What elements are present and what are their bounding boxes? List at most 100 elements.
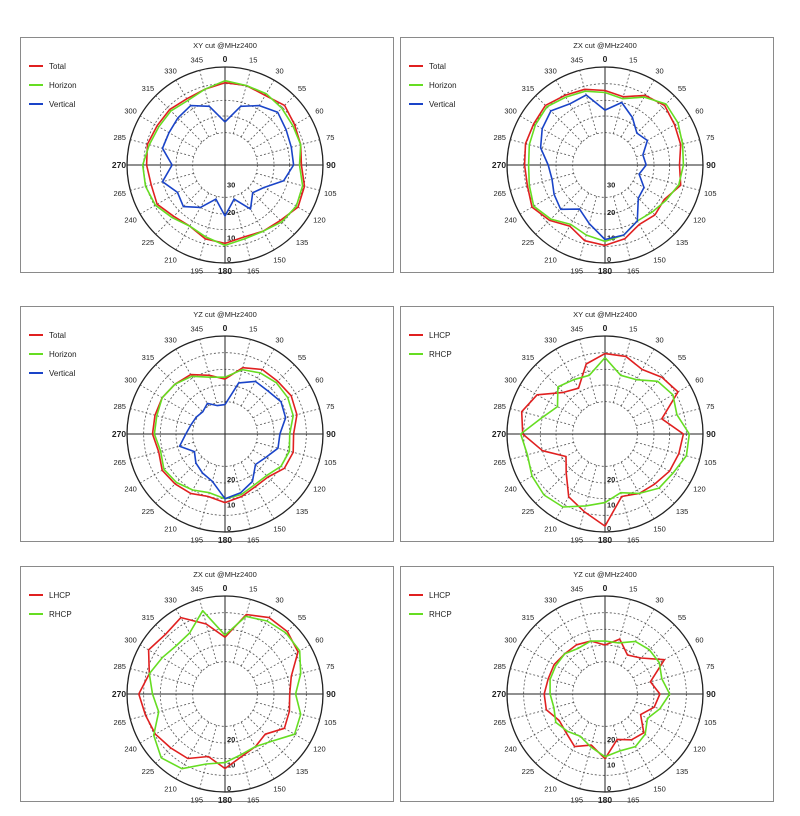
grid-spoke bbox=[256, 701, 320, 720]
angle-label: 265 bbox=[113, 718, 126, 727]
angle-label: 15 bbox=[249, 325, 257, 334]
angle-label: 165 bbox=[627, 266, 640, 274]
legend-label: Vertical bbox=[49, 100, 75, 109]
grid-spoke bbox=[240, 721, 275, 780]
ring-label: 0 bbox=[607, 784, 611, 793]
angle-label: 225 bbox=[142, 238, 155, 247]
series-line-horizon bbox=[141, 79, 304, 247]
series-line-total bbox=[145, 81, 306, 245]
ring-label: 10 bbox=[227, 234, 235, 243]
chart-panel-5: ZX cut @MHz2400 0 15 30 55 60 75 90 105 120 135 150… bbox=[20, 566, 394, 803]
angle-label: 225 bbox=[522, 238, 535, 247]
angle-label: 30 bbox=[275, 67, 283, 76]
grid-spoke bbox=[155, 624, 203, 672]
angle-label: 75 bbox=[326, 662, 334, 671]
angle-label: 75 bbox=[706, 133, 714, 142]
angle-label: 195 bbox=[191, 795, 204, 803]
angle-label: 315 bbox=[522, 84, 535, 93]
angle-label: 330 bbox=[544, 336, 557, 345]
chart-title: ZX cut @MHz2400 bbox=[573, 41, 636, 50]
angle-label: 90 bbox=[326, 689, 336, 699]
angle-label: 165 bbox=[247, 266, 260, 274]
grid-spoke bbox=[510, 668, 574, 687]
angle-label: 270 bbox=[112, 160, 126, 170]
grid-spoke bbox=[155, 95, 203, 143]
angle-label: 285 bbox=[493, 662, 506, 671]
grid-spoke bbox=[579, 725, 598, 789]
grid-spoke bbox=[247, 624, 295, 672]
angle-label: 180 bbox=[218, 535, 232, 543]
angle-label: 120 bbox=[313, 485, 326, 494]
angle-label: 225 bbox=[142, 507, 155, 516]
angle-label: 0 bbox=[223, 54, 228, 64]
grid-spoke bbox=[175, 79, 210, 138]
angle-label: 90 bbox=[706, 160, 716, 170]
angle-label: 345 bbox=[571, 56, 584, 65]
grid-spoke bbox=[555, 461, 590, 520]
angle-label: 330 bbox=[164, 67, 177, 76]
series-line-total bbox=[523, 88, 682, 247]
angle-label: 195 bbox=[191, 535, 204, 543]
grid-spoke bbox=[130, 408, 194, 427]
angle-label: 180 bbox=[598, 535, 612, 543]
series-line-lhcp bbox=[520, 352, 685, 527]
series-line-vertical bbox=[178, 380, 287, 500]
ring-label: 10 bbox=[227, 761, 235, 770]
grid-spoke bbox=[519, 384, 578, 419]
angle-label: 55 bbox=[678, 353, 686, 362]
grid-spoke bbox=[240, 461, 275, 520]
angle-label: 135 bbox=[676, 767, 689, 776]
angle-label: 240 bbox=[124, 216, 137, 225]
angle-label: 270 bbox=[492, 429, 506, 439]
angle-label: 0 bbox=[223, 323, 228, 333]
series-line-rhcp bbox=[519, 357, 691, 508]
angle-label: 270 bbox=[492, 689, 506, 699]
angle-label: 210 bbox=[544, 255, 557, 264]
angle-label: 150 bbox=[653, 524, 666, 533]
grid-spoke bbox=[627, 187, 675, 235]
grid-spoke bbox=[139, 644, 198, 679]
grid-spoke bbox=[175, 721, 210, 780]
chart-panel-1: XY cut @MHz2400 0 15 30 55 60 75 90 105 120 135 150… bbox=[20, 37, 394, 274]
angle-label: 30 bbox=[655, 336, 663, 345]
angle-label: 195 bbox=[571, 795, 584, 803]
grid-spoke bbox=[636, 441, 700, 460]
angle-label: 240 bbox=[124, 485, 137, 494]
angle-label: 285 bbox=[113, 133, 126, 142]
legend-label: LHCP bbox=[49, 591, 70, 600]
legend-label: LHCP bbox=[429, 331, 450, 340]
grid-spoke bbox=[620, 608, 655, 667]
ring-label: 20 bbox=[607, 735, 615, 744]
grid-spoke bbox=[632, 644, 691, 679]
grid-spoke bbox=[139, 449, 198, 484]
grid-spoke bbox=[252, 644, 311, 679]
chart-title: YZ cut @MHz2400 bbox=[193, 310, 256, 319]
angle-label: 0 bbox=[223, 583, 228, 593]
angle-label: 270 bbox=[492, 160, 506, 170]
grid-spoke bbox=[632, 384, 691, 419]
grid-spoke bbox=[199, 339, 218, 403]
grid-spoke bbox=[535, 364, 583, 412]
angle-label: 195 bbox=[191, 266, 204, 274]
angle-label: 15 bbox=[249, 585, 257, 594]
grid-spoke bbox=[510, 139, 574, 158]
grid-spoke bbox=[620, 721, 655, 780]
angle-label: 55 bbox=[678, 84, 686, 93]
grid-spoke bbox=[535, 716, 583, 764]
grid-spoke bbox=[519, 115, 578, 150]
grid-spoke bbox=[612, 339, 631, 403]
ring-label: 0 bbox=[227, 524, 231, 533]
ring-label: 10 bbox=[607, 761, 615, 770]
angle-label: 120 bbox=[313, 745, 326, 754]
angle-label: 265 bbox=[493, 718, 506, 727]
series-line-horizon bbox=[527, 90, 685, 243]
angle-label: 165 bbox=[247, 535, 260, 543]
angle-label: 265 bbox=[493, 189, 506, 198]
grid-spoke bbox=[535, 187, 583, 235]
angle-label: 300 bbox=[124, 636, 137, 645]
angle-label: 210 bbox=[164, 524, 177, 533]
angle-label: 285 bbox=[113, 662, 126, 671]
grid-spoke bbox=[579, 599, 598, 663]
angle-label: 210 bbox=[164, 255, 177, 264]
angle-label: 0 bbox=[603, 583, 608, 593]
